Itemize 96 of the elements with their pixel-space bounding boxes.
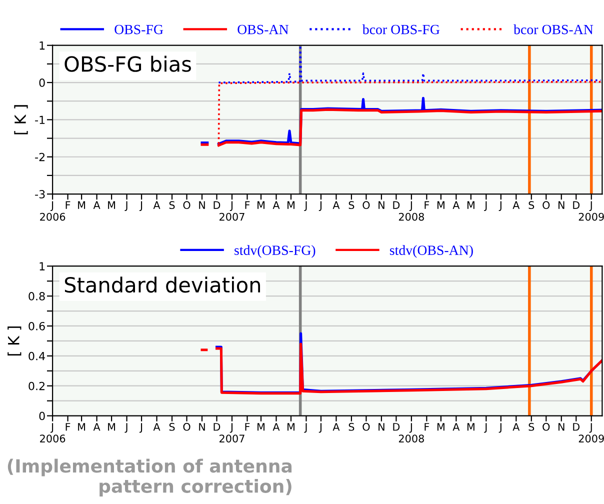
x-tick-label: M — [288, 423, 294, 431]
x-tick-label: M — [108, 201, 116, 209]
x-tick-label: J 2007 — [220, 423, 244, 442]
x-tick-label: J — [484, 201, 487, 211]
x-tick-label: J 2006 — [40, 423, 66, 442]
legend-label: bcor OBS-AN — [514, 24, 594, 34]
x-tick-label: M — [437, 201, 444, 209]
chart-title: Standard deviation — [64, 276, 260, 293]
x-tick-label: O — [362, 422, 370, 431]
x-tick-label: J — [139, 423, 142, 433]
x-tick-label: J 2009 — [578, 423, 604, 442]
x-tick-label: F — [245, 201, 250, 209]
x-tick-label: J — [139, 201, 142, 211]
y-tick-label: 0.8 — [28, 292, 45, 300]
x-tick-label: O — [542, 422, 550, 431]
x-tick-label: J 2009 — [578, 201, 604, 221]
legend-label: OBS-FG — [114, 24, 164, 34]
x-tick-label: A — [272, 423, 280, 431]
x-tick-label: J — [318, 201, 322, 211]
x-tick-label: A — [93, 201, 100, 209]
x-tick-label: J — [498, 423, 502, 433]
x-tick-label: A — [332, 201, 340, 209]
y-tick-label: -2 — [35, 152, 44, 162]
y-tick-label: 0 — [39, 78, 45, 87]
x-tick-label: S — [169, 422, 175, 431]
y-axis-title: [ K ] — [8, 326, 22, 356]
x-tick-label: N — [558, 423, 564, 431]
x-tick-label: M — [258, 423, 264, 431]
x-tick-label: J — [304, 423, 307, 433]
x-tick-label: N — [199, 201, 205, 209]
legend-label: bcor OBS-FG — [362, 24, 440, 34]
x-tick-label: A — [272, 201, 280, 209]
x-tick-label: D — [214, 423, 220, 431]
y-tick-label: 0.2 — [28, 382, 44, 390]
legend-label: OBS-AN — [238, 24, 288, 34]
x-tick-label: D — [393, 423, 400, 431]
x-tick-label: J 2007 — [220, 201, 244, 221]
x-tick-label: O — [183, 201, 190, 210]
x-tick-label: S — [528, 422, 534, 431]
x-tick-label: A — [153, 201, 160, 209]
x-tick-label: J — [484, 423, 487, 433]
x-tick-label: M — [467, 423, 474, 431]
x-tick-label: F — [424, 423, 430, 431]
x-tick-label: A — [452, 423, 460, 431]
x-tick-label: S — [348, 201, 354, 210]
x-tick-label: A — [332, 423, 340, 431]
x-tick-label: A — [512, 423, 520, 431]
x-tick-label: S — [169, 201, 175, 210]
x-tick-label: S — [528, 201, 534, 210]
x-tick-label: F — [66, 201, 70, 209]
x-tick-label: S — [348, 422, 354, 431]
y-tick-label: 1 — [40, 41, 45, 50]
x-tick-label: M — [78, 201, 86, 209]
legend-label: stdv(OBS-FG) — [234, 245, 316, 258]
x-tick-label: J — [304, 201, 307, 211]
y-tick-label: 1 — [40, 262, 45, 270]
x-tick-label: N — [199, 423, 205, 431]
x-tick-label: F — [424, 201, 430, 209]
x-tick-label: J — [124, 423, 128, 433]
x-tick-label: M — [78, 423, 86, 431]
y-axis-title: [ K ] — [14, 105, 28, 134]
x-tick-label: O — [362, 201, 370, 210]
x-tick-label: M — [258, 201, 264, 209]
x-tick-label: A — [93, 423, 100, 431]
x-tick-label: J — [498, 201, 502, 211]
x-tick-label: N — [558, 201, 564, 209]
x-tick-label: N — [378, 201, 384, 209]
x-tick-label: M — [467, 201, 474, 209]
legend-label: stdv(OBS-AN) — [390, 245, 473, 258]
x-tick-label: O — [542, 201, 550, 210]
x-tick-label: A — [452, 201, 460, 209]
x-tick-label: O — [183, 422, 190, 431]
x-tick-label: J 2008 — [398, 423, 424, 442]
x-tick-label: D — [214, 201, 220, 209]
x-tick-label: J — [124, 201, 128, 211]
x-tick-label: D — [393, 201, 400, 209]
text: (Implementation of antenna pattern correction) — [8, 458, 292, 496]
x-tick-label: D — [573, 423, 580, 431]
x-tick-label: J 2008 — [398, 201, 424, 221]
y-tick-label: -3 — [35, 190, 45, 198]
chart-title: OBS-FG bias — [64, 56, 191, 72]
x-tick-label: N — [378, 423, 384, 431]
x-tick-label: M — [437, 423, 444, 431]
x-tick-label: A — [153, 423, 160, 431]
y-tick-label: 0.6 — [28, 322, 45, 330]
x-tick-label: M — [108, 423, 116, 431]
x-tick-label: F — [245, 423, 250, 431]
x-tick-label: M — [288, 201, 294, 209]
x-tick-label: J — [318, 423, 322, 433]
y-tick-label: 0 — [39, 412, 45, 420]
x-tick-label: D — [573, 201, 580, 209]
x-tick-label: J 2006 — [40, 201, 66, 221]
y-tick-label: 0.4 — [28, 352, 45, 360]
x-tick-label: F — [66, 423, 70, 431]
y-tick-label: -1 — [35, 116, 45, 124]
x-tick-label: A — [512, 201, 520, 209]
